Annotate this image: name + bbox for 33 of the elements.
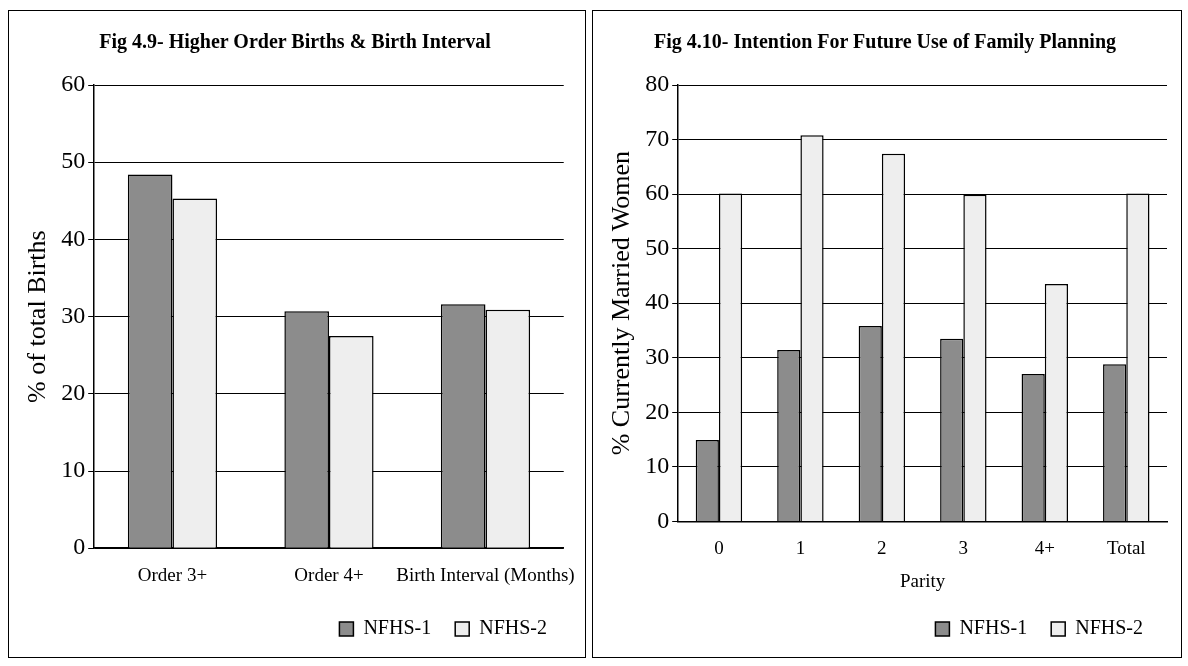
chart-title: Fig 4.9- Higher Order Births & Birth Interval	[99, 30, 492, 54]
x-tick-label: Order 4+	[294, 563, 364, 585]
x-tick-label: 4+	[1034, 536, 1055, 558]
y-tick-label: 60	[61, 70, 86, 97]
y-axis-title: % of total Births	[22, 230, 52, 403]
legend-label: NFHS-1	[363, 616, 432, 639]
y-tick-label: 20	[61, 379, 86, 406]
y-tick-label: 70	[645, 124, 670, 151]
y-tick-label: 0	[657, 506, 670, 533]
x-tick-label: 0	[714, 536, 724, 558]
y-tick-label: 30	[61, 301, 86, 328]
x-tick-label: 3	[958, 536, 969, 558]
y-tick-label: 10	[61, 456, 86, 483]
x-tick-label: 1	[795, 536, 806, 558]
y-axis-title: % Currently Married Women	[606, 151, 636, 456]
y-tick-label: 30	[645, 343, 670, 370]
y-tick-label: 20	[645, 397, 670, 424]
y-tick-label: 10	[645, 452, 670, 479]
legend-label: NFHS-2	[1075, 616, 1143, 639]
y-tick-label: 40	[645, 288, 670, 315]
y-tick-label: 40	[61, 224, 86, 251]
legend-label: NFHS-2	[479, 616, 547, 639]
x-tick-label: Order 3+	[137, 563, 208, 585]
x-axis-title: Parity	[899, 569, 946, 591]
y-tick-label: 50	[61, 147, 86, 174]
x-tick-label: Total	[1106, 536, 1146, 558]
chart-title: Fig 4.10- Intention For Future Use of Family Planning	[653, 30, 1117, 54]
y-tick-label: 50	[645, 233, 670, 260]
x-tick-label: Birth Interval (Months)	[396, 563, 575, 586]
x-tick-label: 2	[877, 536, 887, 558]
legend-label: NFHS-1	[959, 616, 1028, 639]
y-tick-label: 60	[645, 179, 670, 206]
y-tick-label: 80	[645, 70, 670, 97]
